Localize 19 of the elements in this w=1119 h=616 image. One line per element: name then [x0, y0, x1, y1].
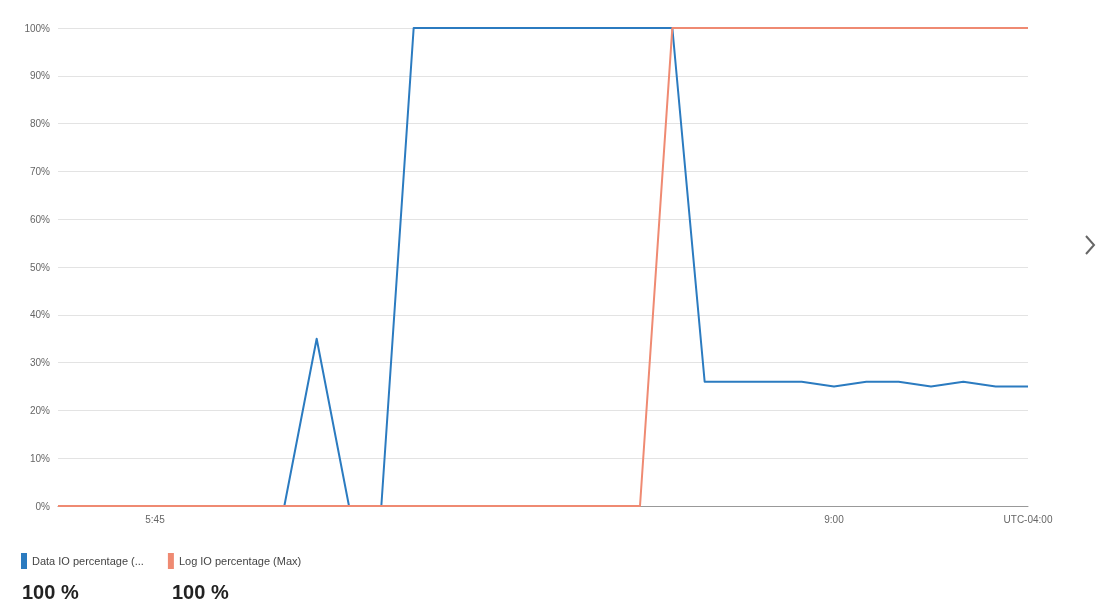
y-tick-label: 100%: [24, 22, 51, 34]
y-tick-label: 30%: [29, 357, 51, 369]
text: 100 %: [22, 581, 79, 603]
legend-label: Log IO percentage (Max): [178, 555, 302, 567]
x-tick-label: 9:00: [824, 513, 845, 525]
y-tick-label: 80%: [29, 118, 51, 130]
y-tick-label: 40%: [29, 309, 51, 321]
legend-label: Data IO percentage (...: [32, 555, 144, 567]
y-tick-label: 50%: [29, 261, 51, 273]
y-tick-label: 70%: [29, 165, 51, 177]
x-tick-label: UTC-04:00: [1003, 513, 1053, 525]
y-tick-label: 90%: [29, 70, 51, 82]
text: 100 %: [172, 581, 229, 603]
x-tick-label: 5:45: [145, 513, 166, 525]
y-tick-label: 60%: [29, 213, 51, 225]
y-tick-label: 0%: [35, 500, 51, 512]
y-tick-label: 20%: [29, 404, 51, 416]
line-series: [283, 27, 1029, 507]
y-tick-label: 10%: [29, 452, 51, 464]
